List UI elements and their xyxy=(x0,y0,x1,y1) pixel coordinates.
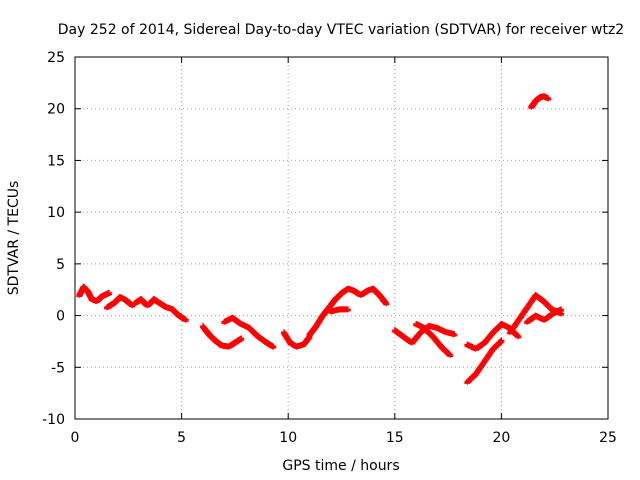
series-arc-14 xyxy=(523,306,565,325)
x-tick-labels: 0 5 10 15 20 25 xyxy=(71,430,617,446)
x-tick-label: 25 xyxy=(599,430,617,446)
y-tick-labels: -10 -5 0 5 10 15 20 25 xyxy=(42,50,65,428)
data-points xyxy=(76,93,565,385)
y-tick-label: 15 xyxy=(47,153,65,169)
x-tick-label: 10 xyxy=(279,430,297,446)
plot-frame xyxy=(74,56,609,420)
series-arc-3 xyxy=(131,296,189,323)
y-tick-label: 0 xyxy=(56,309,65,325)
x-tick-label: 5 xyxy=(177,430,186,446)
series-arc-1 xyxy=(76,283,113,305)
x-axis-label: GPS time / hours xyxy=(282,458,399,474)
chart-title: Day 252 of 2014, Sidereal Day-to-day VTE… xyxy=(58,22,624,38)
grid-lines xyxy=(75,57,608,419)
series-arc-6 xyxy=(280,329,313,350)
series-arc-8 xyxy=(327,306,351,315)
y-tick-label: -10 xyxy=(42,412,65,428)
x-tick-label: 20 xyxy=(492,430,510,446)
series-arc-15 xyxy=(528,93,552,110)
x-tick-label: 0 xyxy=(71,430,80,446)
x-tick-label: 15 xyxy=(386,430,404,446)
y-axis-label: SDTVAR / TECUs xyxy=(6,181,22,296)
y-tick-label: -5 xyxy=(51,360,65,376)
series-arc-10 xyxy=(413,320,454,358)
y-tick-label: 25 xyxy=(47,50,65,66)
series-arc-5 xyxy=(221,314,277,350)
axis-ticks xyxy=(74,56,609,420)
y-tick-label: 5 xyxy=(56,257,65,273)
series-arc-4 xyxy=(199,322,245,350)
y-tick-label: 10 xyxy=(47,205,65,221)
series-arc-7 xyxy=(306,285,390,338)
series-arc-2 xyxy=(103,293,136,311)
series-arc-12 xyxy=(464,337,505,385)
y-tick-label: 20 xyxy=(47,102,65,118)
